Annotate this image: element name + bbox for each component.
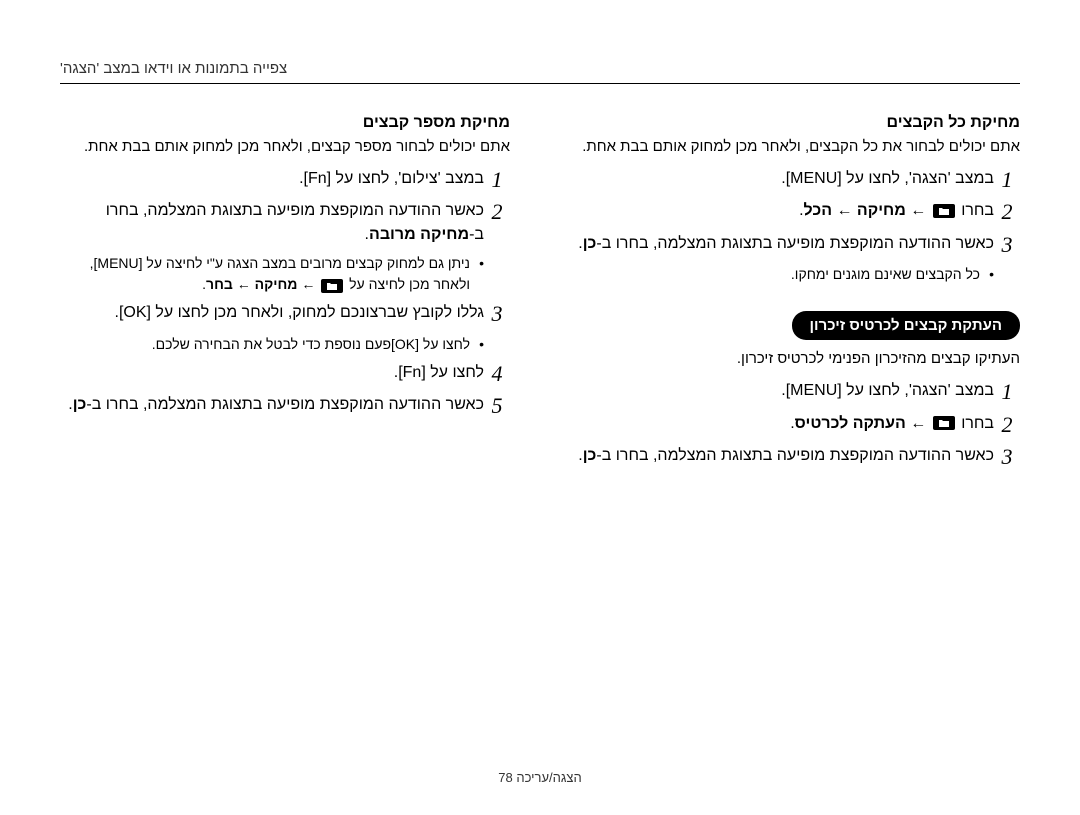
step-2: 2 כאשר ההודעה המוקפצת מופיעה בתצוגת המצל… xyxy=(60,199,510,247)
step-5: 5 כאשר ההודעה המוקפצת מופיעה בתצוגת המצל… xyxy=(60,393,510,419)
folder-icon xyxy=(933,204,955,218)
step-1: 1 במצב 'צילום', לחצו על [Fn]. xyxy=(60,167,510,193)
step-number: 2 xyxy=(994,412,1020,438)
section-title: מחיקת כל הקבצים xyxy=(570,114,1020,132)
folder-icon xyxy=(321,279,343,293)
copy-step-3: 3 כאשר ההודעה המוקפצת מופיעה בתצוגת המצל… xyxy=(570,444,1020,470)
step-number: 1 xyxy=(484,167,510,193)
section-chip: העתקת קבצים לכרטיס זיכרון xyxy=(792,311,1020,340)
step-number: 4 xyxy=(484,361,510,387)
step-text: בחרו ← מחיקה ← הכל. xyxy=(570,199,994,223)
section-title: מחיקת מספר קבצים xyxy=(60,114,510,132)
step-number: 5 xyxy=(484,393,510,419)
step-text: במצב 'צילום', לחצו על [Fn]. xyxy=(60,167,484,191)
step-4: 4 לחצו על [Fn]. xyxy=(60,361,510,387)
right-column: מחיקת מספר קבצים אתם יכולים לבחור מספר ק… xyxy=(60,114,510,476)
step-text: כאשר ההודעה המוקפצת מופיעה בתצוגת המצלמה… xyxy=(60,393,484,417)
copy-step-1: 1 במצב 'הצגה', לחצו על [MENU]. xyxy=(570,379,1020,405)
copy-step-2: 2 בחרו ← העתקה לכרטיס. xyxy=(570,412,1020,438)
step-number: 3 xyxy=(994,232,1020,258)
step-text: בחרו ← העתקה לכרטיס. xyxy=(570,412,994,436)
bullet-note: לחצו על [OK]פעם נוספת כדי לבטל את הבחירה… xyxy=(60,334,510,355)
step-3: 3 כאשר ההודעה המוקפצת מופיעה בתצוגת המצל… xyxy=(570,232,1020,258)
step-number: 3 xyxy=(484,301,510,327)
page-footer: הצגה/עריכה 78 xyxy=(0,770,1080,785)
bullet-note: ניתן גם למחוק קבצים מרובים במצב הצגה ע"י… xyxy=(60,253,510,295)
step-2: 2 בחרו ← מחיקה ← הכל. xyxy=(570,199,1020,225)
intro-text: אתם יכולים לבחור מספר קבצים, ולאחר מכן ל… xyxy=(60,138,510,155)
intro-text: אתם יכולים לבחור את כל הקבצים, ולאחר מכן… xyxy=(570,138,1020,155)
step-3: 3 גללו לקובץ שברצונכם למחוק, ולאחר מכן ל… xyxy=(60,301,510,327)
step-number: 3 xyxy=(994,444,1020,470)
step-text: גללו לקובץ שברצונכם למחוק, ולאחר מכן לחצ… xyxy=(60,301,484,325)
left-column: מחיקת כל הקבצים אתם יכולים לבחור את כל ה… xyxy=(570,114,1020,476)
step-text: כאשר ההודעה המוקפצת מופיעה בתצוגת המצלמה… xyxy=(570,444,994,468)
step-text: במצב 'הצגה', לחצו על [MENU]. xyxy=(570,167,994,191)
step-number: 2 xyxy=(994,199,1020,225)
page-header: צפייה בתמונות או וידאו במצב 'הצגה' xyxy=(60,60,1020,84)
step-number: 1 xyxy=(994,167,1020,193)
step-number: 2 xyxy=(484,199,510,225)
bullet-note: כל הקבצים שאינם מוגנים ימחקו. xyxy=(570,264,1020,285)
step-number: 1 xyxy=(994,379,1020,405)
step-text: לחצו על [Fn]. xyxy=(60,361,484,385)
intro-text: העתיקו קבצים מהזיכרון הפנימי לכרטיס זיכר… xyxy=(570,350,1020,367)
step-text: כאשר ההודעה המוקפצת מופיעה בתצוגת המצלמה… xyxy=(60,199,484,247)
step-1: 1 במצב 'הצגה', לחצו על [MENU]. xyxy=(570,167,1020,193)
folder-icon xyxy=(933,416,955,430)
step-text: כאשר ההודעה המוקפצת מופיעה בתצוגת המצלמה… xyxy=(570,232,994,256)
step-text: במצב 'הצגה', לחצו על [MENU]. xyxy=(570,379,994,403)
